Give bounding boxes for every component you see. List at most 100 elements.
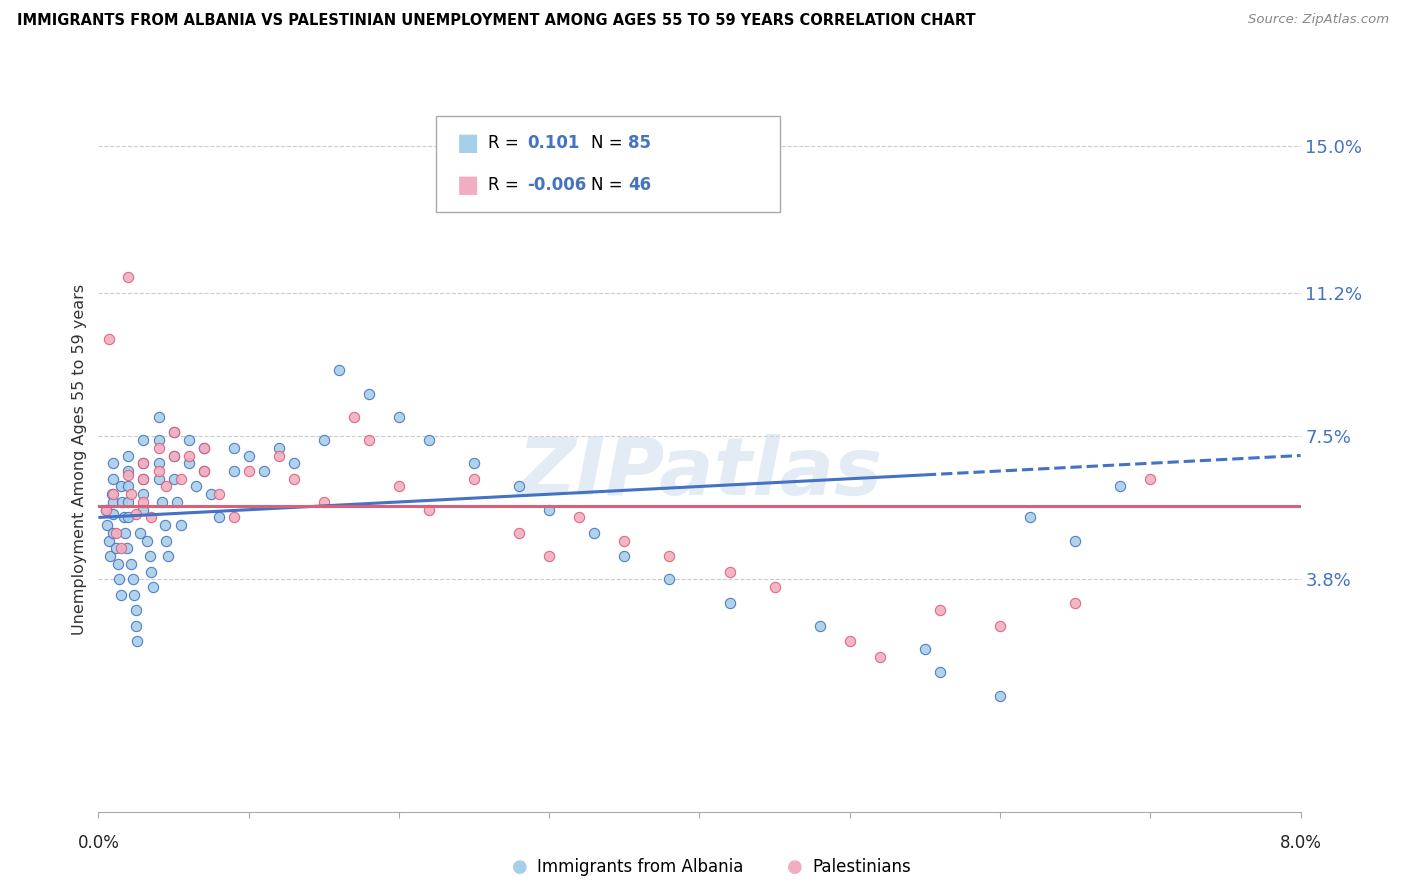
Point	[283, 472, 305, 486]
Point	[132, 495, 155, 509]
Point	[155, 533, 177, 548]
Point	[127, 634, 149, 648]
Y-axis label: Unemployment Among Ages 55 to 59 years: Unemployment Among Ages 55 to 59 years	[72, 284, 87, 635]
Text: 0.101: 0.101	[527, 134, 579, 152]
Point	[208, 487, 231, 501]
Point	[193, 464, 215, 478]
Point	[763, 580, 786, 594]
Point	[132, 472, 155, 486]
Point	[583, 525, 606, 540]
Text: Source: ZipAtlas.com: Source: ZipAtlas.com	[1249, 13, 1389, 27]
Point	[103, 487, 125, 501]
Point	[162, 425, 184, 440]
Point	[148, 456, 170, 470]
Text: IMMIGRANTS FROM ALBANIA VS PALESTINIAN UNEMPLOYMENT AMONG AGES 55 TO 59 YEARS CO: IMMIGRANTS FROM ALBANIA VS PALESTINIAN U…	[17, 13, 976, 29]
Point	[658, 549, 681, 564]
Point	[148, 409, 170, 424]
Point	[103, 472, 125, 486]
Point	[110, 588, 132, 602]
Point	[388, 409, 411, 424]
Point	[162, 425, 184, 440]
Point	[162, 472, 184, 486]
Point	[283, 456, 305, 470]
Point	[139, 565, 162, 579]
Text: ●: ●	[512, 858, 529, 876]
Point	[132, 502, 155, 516]
Point	[1019, 510, 1042, 524]
Point	[117, 449, 139, 463]
Point	[117, 479, 139, 493]
Point	[658, 573, 681, 587]
Point	[94, 502, 117, 516]
Point	[101, 487, 124, 501]
Text: -0.006: -0.006	[527, 176, 586, 194]
Point	[162, 449, 184, 463]
Point	[135, 533, 157, 548]
Text: 0.0%: 0.0%	[77, 834, 120, 852]
Point	[253, 464, 276, 478]
Point	[111, 495, 134, 509]
Point	[110, 541, 132, 556]
Point	[170, 472, 193, 486]
Point	[418, 433, 440, 447]
Point	[105, 525, 128, 540]
Point	[613, 533, 636, 548]
Text: ■: ■	[457, 131, 479, 154]
Point	[132, 456, 155, 470]
Point	[928, 603, 950, 617]
Point	[166, 495, 188, 509]
Text: R =: R =	[488, 176, 524, 194]
Point	[508, 479, 530, 493]
Point	[538, 502, 561, 516]
Point	[132, 472, 155, 486]
Text: ●: ●	[786, 858, 803, 876]
Point	[838, 634, 860, 648]
Point	[103, 507, 125, 521]
Point	[97, 533, 120, 548]
Point	[193, 464, 215, 478]
Point	[718, 565, 741, 579]
Point	[129, 525, 152, 540]
Point	[138, 549, 160, 564]
Point	[222, 510, 245, 524]
Point	[132, 487, 155, 501]
Point	[718, 596, 741, 610]
Text: ZIPatlas: ZIPatlas	[517, 434, 882, 513]
Point	[103, 525, 125, 540]
Point	[124, 588, 146, 602]
Point	[343, 409, 366, 424]
Point	[125, 507, 148, 521]
Point	[177, 433, 200, 447]
Point	[153, 518, 176, 533]
Point	[170, 518, 193, 533]
Point	[357, 386, 380, 401]
Point	[107, 557, 129, 571]
Point	[238, 464, 260, 478]
Point	[208, 510, 231, 524]
Point	[312, 433, 335, 447]
Point	[463, 472, 485, 486]
Point	[312, 495, 335, 509]
Point	[117, 467, 139, 482]
Text: Palestinians: Palestinians	[813, 858, 911, 876]
Point	[110, 479, 132, 493]
Point	[148, 433, 170, 447]
Point	[568, 510, 591, 524]
Point	[141, 580, 163, 594]
Point	[357, 433, 380, 447]
Point	[148, 464, 170, 478]
Point	[328, 363, 350, 377]
Point	[103, 495, 125, 509]
Text: ■: ■	[457, 173, 479, 196]
Point	[1064, 596, 1087, 610]
Point	[914, 642, 936, 657]
Point	[105, 541, 128, 556]
Point	[97, 332, 120, 346]
Point	[156, 549, 179, 564]
Point	[117, 464, 139, 478]
Point	[117, 510, 139, 524]
Point	[988, 619, 1011, 633]
Point	[117, 495, 139, 509]
Point	[222, 464, 245, 478]
Point	[193, 441, 215, 455]
